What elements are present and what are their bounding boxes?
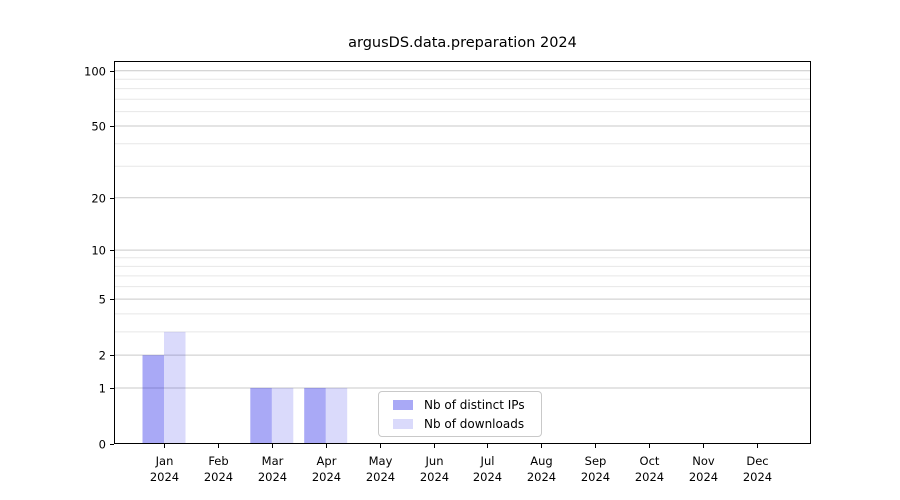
x-tick-label-year: 2024 bbox=[473, 470, 502, 484]
legend-swatch-downloads bbox=[393, 418, 413, 429]
legend-label-distinct-ips: Nb of distinct IPs bbox=[424, 397, 525, 412]
legend-swatch-distinct-ips bbox=[393, 399, 413, 410]
x-tick-label-year: 2024 bbox=[527, 470, 556, 484]
bar-distinct-ips bbox=[142, 355, 164, 444]
x-tick-label-month: Apr bbox=[317, 454, 337, 468]
legend-label-downloads: Nb of downloads bbox=[424, 416, 525, 431]
x-tick-label-year: 2024 bbox=[689, 470, 718, 484]
x-tick-label-year: 2024 bbox=[312, 470, 341, 484]
legend-item-downloads: Nb of downloads bbox=[393, 417, 541, 431]
bar-distinct-ips bbox=[304, 387, 326, 444]
x-tick-label-year: 2024 bbox=[635, 470, 664, 484]
x-tick-label-month: Aug bbox=[530, 454, 552, 468]
legend-item-distinct-ips: Nb of distinct IPs bbox=[393, 398, 541, 412]
x-tick-label-month: Jun bbox=[425, 454, 444, 468]
plot-border bbox=[114, 61, 811, 444]
bar-downloads bbox=[325, 387, 348, 444]
bar-downloads bbox=[271, 387, 294, 444]
x-tick-label-month: Oct bbox=[640, 454, 660, 468]
y-tick-label: 10 bbox=[91, 244, 106, 258]
y-tick-label: 100 bbox=[84, 65, 106, 79]
x-tick-label-year: 2024 bbox=[150, 470, 179, 484]
x-tick-label-month: Nov bbox=[692, 454, 715, 468]
x-tick-label-month: Sep bbox=[585, 454, 607, 468]
x-tick-label-month: Mar bbox=[262, 454, 284, 468]
y-tick-label: 20 bbox=[91, 192, 106, 206]
y-tick-label: 5 bbox=[99, 293, 106, 307]
x-tick-label-month: Jan bbox=[155, 454, 174, 468]
x-tick-label-year: 2024 bbox=[258, 470, 287, 484]
x-tick-label-year: 2024 bbox=[581, 470, 610, 484]
y-tick-label: 50 bbox=[91, 120, 106, 134]
x-tick-label-year: 2024 bbox=[204, 470, 233, 484]
x-tick-label-year: 2024 bbox=[420, 470, 449, 484]
y-tick-label: 1 bbox=[99, 382, 106, 396]
bar-distinct-ips bbox=[250, 387, 272, 444]
x-tick-label-year: 2024 bbox=[366, 470, 395, 484]
legend: Nb of distinct IPs Nb of downloads bbox=[378, 391, 542, 437]
y-tick-label: 2 bbox=[99, 349, 106, 363]
bar-downloads bbox=[164, 331, 186, 444]
x-tick-label-month: Dec bbox=[746, 454, 768, 468]
x-tick-label-month: Feb bbox=[208, 454, 228, 468]
y-tick-label: 0 bbox=[99, 438, 106, 452]
x-tick-label-month: May bbox=[369, 454, 393, 468]
x-tick-label-year: 2024 bbox=[743, 470, 772, 484]
chart-title: argusDS.data.preparation 2024 bbox=[348, 35, 577, 51]
x-tick-label-month: Jul bbox=[480, 454, 495, 468]
